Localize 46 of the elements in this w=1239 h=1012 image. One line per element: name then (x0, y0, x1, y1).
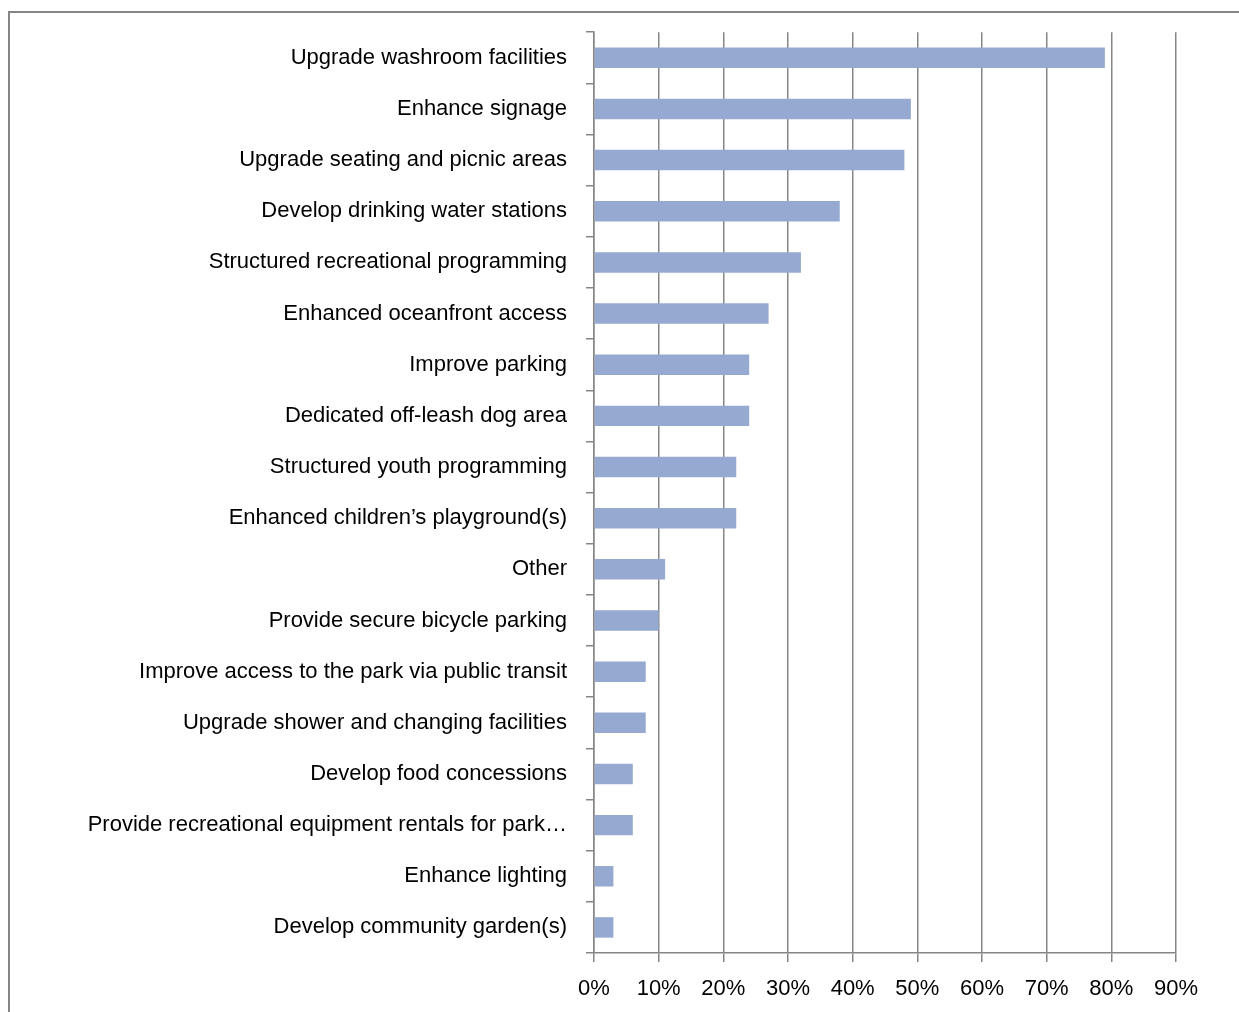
x-tick-label: 60% (959, 975, 1005, 1001)
bar (594, 917, 614, 938)
y-tick-label: Provide recreational equipment rentals for park… (87, 811, 567, 837)
x-tick-label: 20% (701, 975, 746, 1001)
y-tick-label: Develop drinking water stations (261, 197, 567, 223)
x-tick-label: 70% (1024, 975, 1069, 1001)
y-tick-label: Structured youth programming (269, 453, 567, 479)
bar (594, 303, 769, 324)
y-tick-label: Improve access to the park via public transit (139, 657, 567, 683)
bar (594, 610, 659, 631)
x-tick-label: 40% (830, 975, 875, 1001)
y-tick-label: Other (511, 555, 567, 581)
y-tick-label: Upgrade seating and picnic areas (239, 146, 567, 172)
y-tick-label: Dedicated off-leash dog area (284, 401, 568, 427)
x-tick-label: 90% (1153, 975, 1199, 1001)
y-tick-label: Enhance signage (396, 95, 567, 120)
bar (594, 98, 911, 120)
bar (594, 507, 737, 529)
bar (594, 354, 750, 375)
y-tick-label: Provide secure bicycle parking (268, 606, 567, 632)
y-tick-label: Enhanced children’s playground(s) (228, 504, 567, 530)
bar (594, 47, 1105, 69)
y-tick-label: Develop food concessions (310, 760, 567, 786)
x-tick-label: 80% (1089, 975, 1134, 1001)
bar (594, 252, 801, 273)
y-tick-label: Upgrade washroom facilities (290, 43, 567, 69)
bar (594, 866, 614, 887)
bar (594, 712, 646, 734)
bar (594, 456, 737, 478)
x-tick-label: 50% (895, 975, 940, 1001)
y-tick-label: Develop community garden(s) (273, 913, 567, 939)
bar (594, 559, 666, 580)
bar (594, 149, 905, 171)
bar (594, 201, 840, 222)
x-tick-label: 0% (578, 975, 610, 1001)
x-tick-label: 30% (765, 975, 811, 1001)
y-tick-label: Enhance lighting (404, 862, 567, 888)
bar (594, 763, 633, 785)
x-tick-label: 10% (636, 975, 681, 1001)
y-tick-label: Improve parking (409, 350, 567, 376)
bar (594, 814, 633, 836)
bar (594, 661, 646, 682)
y-tick-label: Upgrade shower and changing facilities (182, 708, 567, 734)
bar (594, 405, 750, 427)
y-tick-label: Enhanced oceanfront access (283, 299, 567, 325)
y-tick-label: Structured recreational programming (208, 248, 567, 274)
